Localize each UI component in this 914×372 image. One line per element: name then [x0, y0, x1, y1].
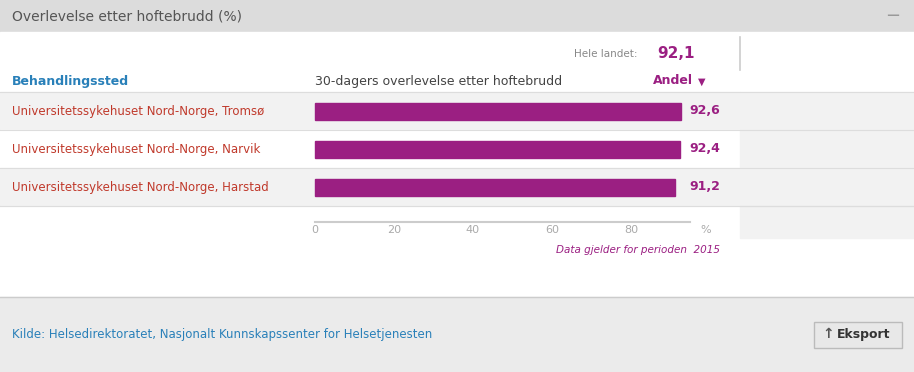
- Text: Data gjelder for perioden  2015: Data gjelder for perioden 2015: [556, 245, 720, 255]
- Text: Behandlingssted: Behandlingssted: [12, 74, 129, 87]
- Text: 92,4: 92,4: [689, 142, 720, 155]
- Bar: [315, 141, 680, 157]
- Text: Kilde: Helsedirektoratet, Nasjonalt Kunnskapssenter for Helsetjenesten: Kilde: Helsedirektoratet, Nasjonalt Kunn…: [12, 328, 432, 341]
- Text: 0: 0: [312, 225, 318, 235]
- Text: 60: 60: [545, 225, 559, 235]
- Bar: [0, 297, 914, 372]
- Text: Universitetssykehuset Nord-Norge, Harstad: Universitetssykehuset Nord-Norge, Harsta…: [12, 180, 269, 193]
- Text: 40: 40: [466, 225, 480, 235]
- Bar: [740, 206, 914, 238]
- Text: 80: 80: [624, 225, 638, 235]
- Text: ▼: ▼: [698, 77, 706, 87]
- Bar: [740, 130, 914, 168]
- Text: Hele landet:: Hele landet:: [575, 49, 638, 59]
- FancyBboxPatch shape: [814, 321, 902, 347]
- Text: 91,2: 91,2: [689, 180, 720, 193]
- Bar: [0, 92, 740, 130]
- Text: Universitetssykehuset Nord-Norge, Narvik: Universitetssykehuset Nord-Norge, Narvik: [12, 142, 260, 155]
- Text: 92,6: 92,6: [689, 105, 720, 118]
- Bar: [0, 206, 740, 238]
- Text: Andel: Andel: [653, 74, 693, 87]
- Bar: [740, 168, 914, 206]
- Text: 92,1: 92,1: [657, 46, 695, 61]
- Text: 30-dagers overlevelse etter hoftebrudd: 30-dagers overlevelse etter hoftebrudd: [315, 74, 562, 87]
- Bar: [0, 32, 914, 297]
- Bar: [315, 103, 681, 119]
- Text: ↑: ↑: [823, 327, 834, 341]
- Text: Overlevelse etter hoftebrudd (%): Overlevelse etter hoftebrudd (%): [12, 9, 242, 23]
- Text: Universitetssykehuset Nord-Norge, Tromsø: Universitetssykehuset Nord-Norge, Tromsø: [12, 105, 264, 118]
- Bar: [0, 130, 740, 168]
- Bar: [0, 168, 740, 206]
- Text: 20: 20: [387, 225, 401, 235]
- Text: Eksport: Eksport: [837, 328, 891, 341]
- Text: %: %: [700, 225, 711, 235]
- Bar: [0, 0, 914, 32]
- Text: −: −: [885, 7, 900, 25]
- Bar: [315, 179, 675, 196]
- Bar: [0, 70, 914, 92]
- Bar: [740, 92, 914, 130]
